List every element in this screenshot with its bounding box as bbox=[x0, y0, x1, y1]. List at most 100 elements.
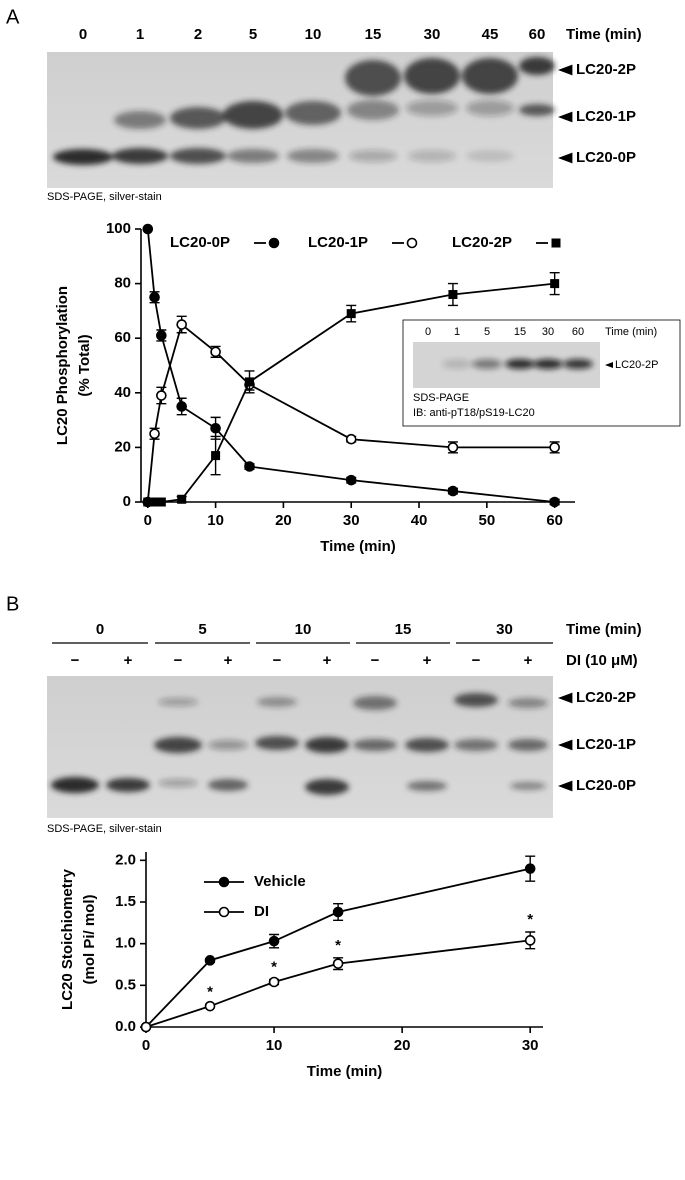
figure-content: 0 1 2 5 10 15 30 45 60 Time (min)LC20-2PLC20-1PLC… bbox=[47, 26, 681, 1080]
treatment-label: − bbox=[273, 652, 282, 669]
marker bbox=[549, 496, 560, 508]
marker bbox=[345, 433, 357, 445]
treatment-label: + bbox=[323, 652, 332, 669]
y-tick-label: 2.0 bbox=[115, 851, 136, 868]
lane-label: 10 bbox=[305, 26, 322, 43]
x-tick-label: 10 bbox=[207, 512, 224, 529]
y-tick-label: 60 bbox=[114, 329, 131, 346]
band-label: LC20-1P bbox=[576, 736, 636, 753]
group-label: 15 bbox=[395, 621, 412, 638]
marker bbox=[156, 330, 167, 341]
x-tick-label: 20 bbox=[394, 1037, 411, 1054]
x-tick-label: 30 bbox=[522, 1037, 539, 1054]
treatment-label: + bbox=[224, 652, 233, 669]
marker bbox=[142, 223, 154, 235]
gel-caption: SDS-PAGE, silver-stain bbox=[47, 191, 162, 203]
inset-lane-label: 15 bbox=[514, 326, 526, 338]
treatment-label: − bbox=[174, 652, 183, 669]
y-axis-title: (% Total) bbox=[76, 334, 93, 396]
band-arrow bbox=[558, 152, 573, 164]
marker bbox=[346, 309, 356, 319]
inset-band bbox=[472, 359, 502, 369]
inset-lane-label: 1 bbox=[454, 326, 460, 338]
treatment-label: − bbox=[472, 652, 481, 669]
marker bbox=[143, 497, 153, 507]
legend-marker bbox=[268, 237, 280, 249]
annotation: * bbox=[271, 958, 277, 975]
band-label: LC20-0P bbox=[576, 149, 636, 166]
inset-caption: SDS-PAGE bbox=[413, 392, 469, 404]
legend-label: LC20-1P bbox=[308, 234, 368, 251]
x-tick-label: 0 bbox=[144, 512, 152, 529]
y-tick-label: 0 bbox=[123, 493, 131, 510]
band-arrow bbox=[605, 362, 613, 368]
gel-caption: SDS-PAGE, silver-stain bbox=[47, 823, 162, 835]
legend-label: LC20-2P bbox=[452, 234, 512, 251]
band-label: LC20-0P bbox=[576, 777, 636, 794]
marker bbox=[211, 451, 221, 461]
marker bbox=[140, 1021, 152, 1033]
legend-marker bbox=[218, 906, 230, 918]
marker bbox=[524, 863, 536, 874]
marker bbox=[176, 401, 187, 412]
group-label: 10 bbox=[295, 621, 312, 638]
legend-marker bbox=[218, 876, 230, 888]
legend-marker bbox=[406, 237, 418, 249]
inset-band bbox=[533, 359, 563, 369]
legend-marker bbox=[551, 238, 561, 248]
y-tick-label: 0.5 bbox=[115, 976, 136, 993]
group-title: Time (min) bbox=[566, 621, 642, 638]
lane-label: 2 bbox=[194, 26, 202, 43]
y-tick-label: 1.0 bbox=[115, 935, 136, 952]
marker bbox=[149, 428, 160, 440]
marker bbox=[156, 390, 167, 401]
x-axis-title: Time (min) bbox=[307, 1063, 383, 1080]
lane-label: 60 bbox=[529, 26, 546, 43]
band-arrow bbox=[558, 739, 573, 751]
band-arrow bbox=[558, 780, 573, 792]
annotation: * bbox=[207, 983, 213, 1000]
marker bbox=[448, 290, 458, 300]
panel-letter: B bbox=[6, 593, 19, 615]
marker bbox=[268, 976, 280, 988]
marker bbox=[524, 935, 536, 946]
legend-label: LC20-0P bbox=[170, 234, 230, 251]
x-tick-label: 40 bbox=[411, 512, 428, 529]
y-axis-title: LC20 Phosphorylation bbox=[54, 286, 71, 445]
marker bbox=[204, 1000, 216, 1012]
marker bbox=[210, 422, 221, 434]
band-arrow bbox=[558, 64, 573, 76]
gel-image bbox=[47, 676, 553, 818]
legend-label: Vehicle bbox=[254, 873, 306, 890]
y-tick-label: 1.5 bbox=[115, 893, 136, 910]
marker bbox=[447, 485, 459, 497]
inset-lane-label: 30 bbox=[542, 326, 554, 338]
x-tick-label: 10 bbox=[266, 1037, 283, 1054]
inset-lane-title: Time (min) bbox=[605, 326, 657, 338]
marker bbox=[268, 935, 280, 947]
y-tick-label: 80 bbox=[114, 275, 131, 292]
inset-band bbox=[505, 359, 535, 369]
band-label: LC20-2P bbox=[576, 61, 636, 78]
treatment-label: + bbox=[524, 652, 533, 669]
x-tick-label: 20 bbox=[275, 512, 292, 529]
marker bbox=[345, 474, 357, 486]
band-label: LC20-2P bbox=[576, 689, 636, 706]
marker bbox=[177, 494, 187, 504]
x-tick-label: 60 bbox=[546, 512, 563, 529]
y-tick-label: 0.0 bbox=[115, 1018, 136, 1035]
marker bbox=[332, 906, 344, 918]
treatment-label: + bbox=[423, 652, 432, 669]
legend-label: DI bbox=[254, 903, 269, 920]
y-tick-label: 20 bbox=[114, 438, 131, 455]
treatment-label: − bbox=[371, 652, 380, 669]
y-tick-label: 40 bbox=[114, 384, 131, 401]
marker bbox=[176, 319, 187, 330]
marker bbox=[210, 346, 221, 358]
treatment-title: DI (10 μM) bbox=[566, 652, 638, 669]
lane-label: 1 bbox=[136, 26, 144, 43]
y-axis-title: LC20 Stoichiometry bbox=[59, 868, 76, 1010]
lane-label: 45 bbox=[482, 26, 499, 43]
marker bbox=[549, 442, 560, 453]
